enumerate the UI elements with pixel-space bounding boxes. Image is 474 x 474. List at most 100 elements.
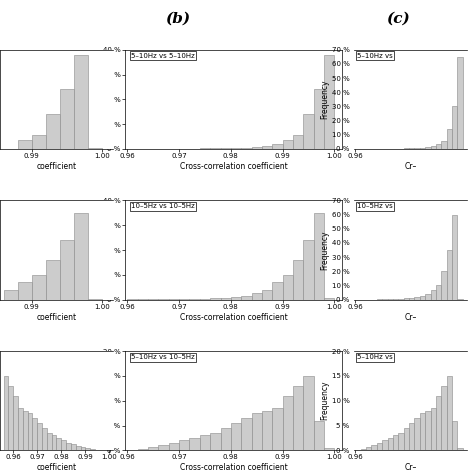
X-axis label: coefficient: coefficient xyxy=(36,162,77,171)
Bar xyxy=(231,423,241,450)
Bar xyxy=(210,148,220,149)
Bar xyxy=(414,148,420,149)
Bar xyxy=(220,428,231,450)
Bar xyxy=(210,298,220,300)
Y-axis label: Frequency: Frequency xyxy=(320,230,329,270)
Bar xyxy=(272,282,283,300)
Bar xyxy=(231,148,241,149)
Bar xyxy=(179,440,190,450)
Bar xyxy=(436,144,441,149)
Bar xyxy=(377,443,382,450)
Bar xyxy=(314,420,324,450)
Bar xyxy=(60,90,74,149)
Bar xyxy=(324,55,334,149)
Bar xyxy=(241,296,252,300)
Bar xyxy=(447,376,452,450)
Bar xyxy=(74,55,88,149)
Bar xyxy=(436,396,441,450)
Y-axis label: Frequency: Frequency xyxy=(91,381,100,420)
Bar xyxy=(200,148,210,149)
Bar xyxy=(409,423,414,450)
Bar xyxy=(303,114,314,149)
Bar xyxy=(303,376,314,450)
Text: 5–10Hz vs 5–10Hz: 5–10Hz vs 5–10Hz xyxy=(131,53,195,59)
Bar xyxy=(262,146,272,149)
Bar xyxy=(61,440,66,450)
Bar xyxy=(9,386,13,450)
X-axis label: Cr–: Cr– xyxy=(404,162,417,171)
Bar xyxy=(293,386,303,450)
Y-axis label: Frequency: Frequency xyxy=(91,230,100,270)
Bar xyxy=(158,446,169,450)
X-axis label: Cross-correlation coefficient: Cross-correlation coefficient xyxy=(180,162,287,171)
Bar xyxy=(71,444,76,450)
Bar xyxy=(293,260,303,300)
Y-axis label: Frequency: Frequency xyxy=(320,80,329,119)
Bar xyxy=(56,438,61,450)
Text: 10–5Hz vs: 10–5Hz vs xyxy=(357,203,393,210)
Bar xyxy=(404,299,409,300)
Bar xyxy=(252,413,262,450)
Bar xyxy=(314,90,324,149)
Text: 5–10Hz vs: 5–10Hz vs xyxy=(357,354,393,360)
Bar xyxy=(314,213,324,300)
Bar xyxy=(18,408,23,450)
Bar xyxy=(324,448,334,450)
Bar xyxy=(452,107,457,149)
Bar xyxy=(60,240,74,300)
Text: 10–5Hz vs 10–5Hz: 10–5Hz vs 10–5Hz xyxy=(131,203,195,210)
Bar xyxy=(241,148,252,149)
Bar xyxy=(414,418,420,450)
Bar xyxy=(46,260,60,300)
X-axis label: Cr–: Cr– xyxy=(404,312,417,321)
Bar xyxy=(190,438,200,450)
Bar xyxy=(398,433,404,450)
Bar xyxy=(46,114,60,149)
Bar xyxy=(361,449,366,450)
Bar xyxy=(66,443,71,450)
Bar xyxy=(200,299,210,300)
Bar xyxy=(18,282,32,300)
Bar xyxy=(220,298,231,300)
Bar xyxy=(88,148,102,149)
Bar xyxy=(13,396,18,450)
Bar xyxy=(90,449,95,450)
Bar xyxy=(420,413,425,450)
Text: (b): (b) xyxy=(165,12,191,26)
Bar xyxy=(76,447,81,450)
Bar xyxy=(430,408,436,450)
Bar xyxy=(85,448,90,450)
Bar xyxy=(220,148,231,149)
Y-axis label: Frequency: Frequency xyxy=(91,80,100,119)
Bar xyxy=(32,135,46,149)
Bar xyxy=(283,275,293,300)
Bar xyxy=(457,448,463,450)
Text: 5–10Hz vs 10–5Hz: 5–10Hz vs 10–5Hz xyxy=(131,354,195,360)
Text: (c): (c) xyxy=(386,12,410,26)
Bar xyxy=(252,147,262,149)
X-axis label: Cross-correlation coefficient: Cross-correlation coefficient xyxy=(180,463,287,472)
Bar xyxy=(138,449,148,450)
Bar xyxy=(414,298,420,300)
Bar xyxy=(231,297,241,300)
Bar xyxy=(241,418,252,450)
Bar xyxy=(404,428,409,450)
Bar xyxy=(436,285,441,300)
Bar xyxy=(88,299,102,300)
Bar xyxy=(447,250,452,300)
Bar xyxy=(425,294,430,300)
Bar xyxy=(169,443,179,450)
Bar xyxy=(3,290,18,300)
X-axis label: Cross-correlation coefficient: Cross-correlation coefficient xyxy=(180,312,287,321)
Bar xyxy=(425,147,430,149)
Bar xyxy=(272,408,283,450)
Bar xyxy=(409,298,414,300)
Bar xyxy=(52,436,56,450)
Y-axis label: Frequency: Frequency xyxy=(320,381,329,420)
Bar xyxy=(382,440,388,450)
Bar xyxy=(441,386,447,450)
Bar xyxy=(303,240,314,300)
Bar xyxy=(372,446,377,450)
Bar xyxy=(272,144,283,149)
Bar xyxy=(398,299,404,300)
